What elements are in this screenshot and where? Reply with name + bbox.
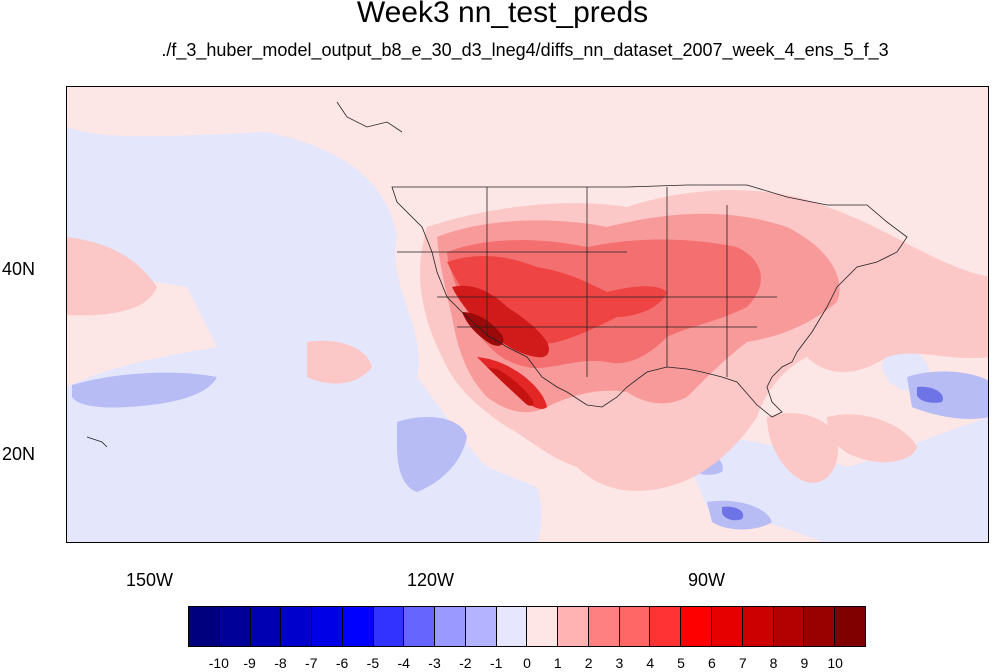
coastline	[86, 101, 403, 448]
colorbar-label: -9	[243, 655, 256, 671]
colorbar-label: -10	[208, 655, 229, 671]
colorbar-label: -8	[274, 655, 287, 671]
colorbar-label: -3	[428, 655, 441, 671]
positive-anomaly-regions	[67, 190, 988, 491]
map-subtitle: ./f_3_huber_model_output_b8_e_30_d3_lneg…	[161, 40, 889, 60]
colorbar-label: 1	[553, 655, 562, 671]
colorbar-label: 8	[769, 655, 778, 671]
colorbar-swatch	[465, 607, 497, 646]
colorbar-label: -7	[305, 655, 318, 671]
colorbar-swatch	[712, 607, 743, 646]
colorbar-label: 4	[646, 655, 655, 671]
colorbar-label: 0	[523, 655, 531, 671]
lon-label-120w: 120W	[407, 570, 455, 590]
colorbar-swatch	[681, 607, 713, 646]
colorbar-swatch	[496, 607, 528, 646]
colorbar-label: -1	[489, 655, 503, 671]
colorbar-swatch	[281, 607, 313, 646]
colorbar-swatch	[527, 607, 559, 646]
colorbar-swatch	[342, 607, 374, 646]
colorbar-label: 2	[584, 655, 593, 671]
colorbar-label: -5	[366, 655, 380, 671]
colorbar-label: -2	[459, 655, 472, 671]
colorbar	[188, 606, 866, 647]
lat-label-40n: 40N	[2, 259, 36, 279]
map-title: Week3 nn_test_preds	[356, 0, 649, 29]
colorbar-swatch	[588, 607, 620, 646]
colorbar-label: 9	[800, 655, 809, 671]
colorbar-label: 10	[827, 655, 843, 671]
colorbar-label: 6	[708, 655, 716, 671]
colorbar-swatch	[773, 607, 805, 646]
colorbar-swatch	[619, 607, 651, 646]
lon-label-90w: 90W	[688, 570, 726, 590]
colorbar-swatch	[558, 607, 589, 646]
colorbar-swatch	[219, 607, 251, 646]
colorbar-swatch	[373, 607, 405, 646]
colorbar-swatch	[435, 607, 466, 646]
colorbar-label: -4	[397, 655, 410, 671]
colorbar-label: 7	[738, 655, 747, 671]
lon-label-150w: 150W	[126, 570, 174, 590]
colorbar-swatch	[312, 607, 343, 646]
lat-label-20n: 20N	[2, 444, 36, 464]
map-panel	[66, 86, 989, 543]
colorbar-swatch	[835, 607, 865, 646]
country-borders	[391, 184, 908, 418]
colorbar-swatch	[404, 607, 436, 646]
colorbar-swatch	[650, 607, 682, 646]
colorbar-label: 3	[615, 655, 624, 671]
colorbar-swatch	[804, 607, 836, 646]
colorbar-swatch	[742, 607, 774, 646]
colorbar-swatch	[250, 607, 282, 646]
colorbar-label: -6	[335, 655, 349, 671]
map-field-svg	[67, 101, 988, 542]
colorbar-swatch	[189, 607, 220, 646]
colorbar-label: 5	[677, 655, 685, 671]
